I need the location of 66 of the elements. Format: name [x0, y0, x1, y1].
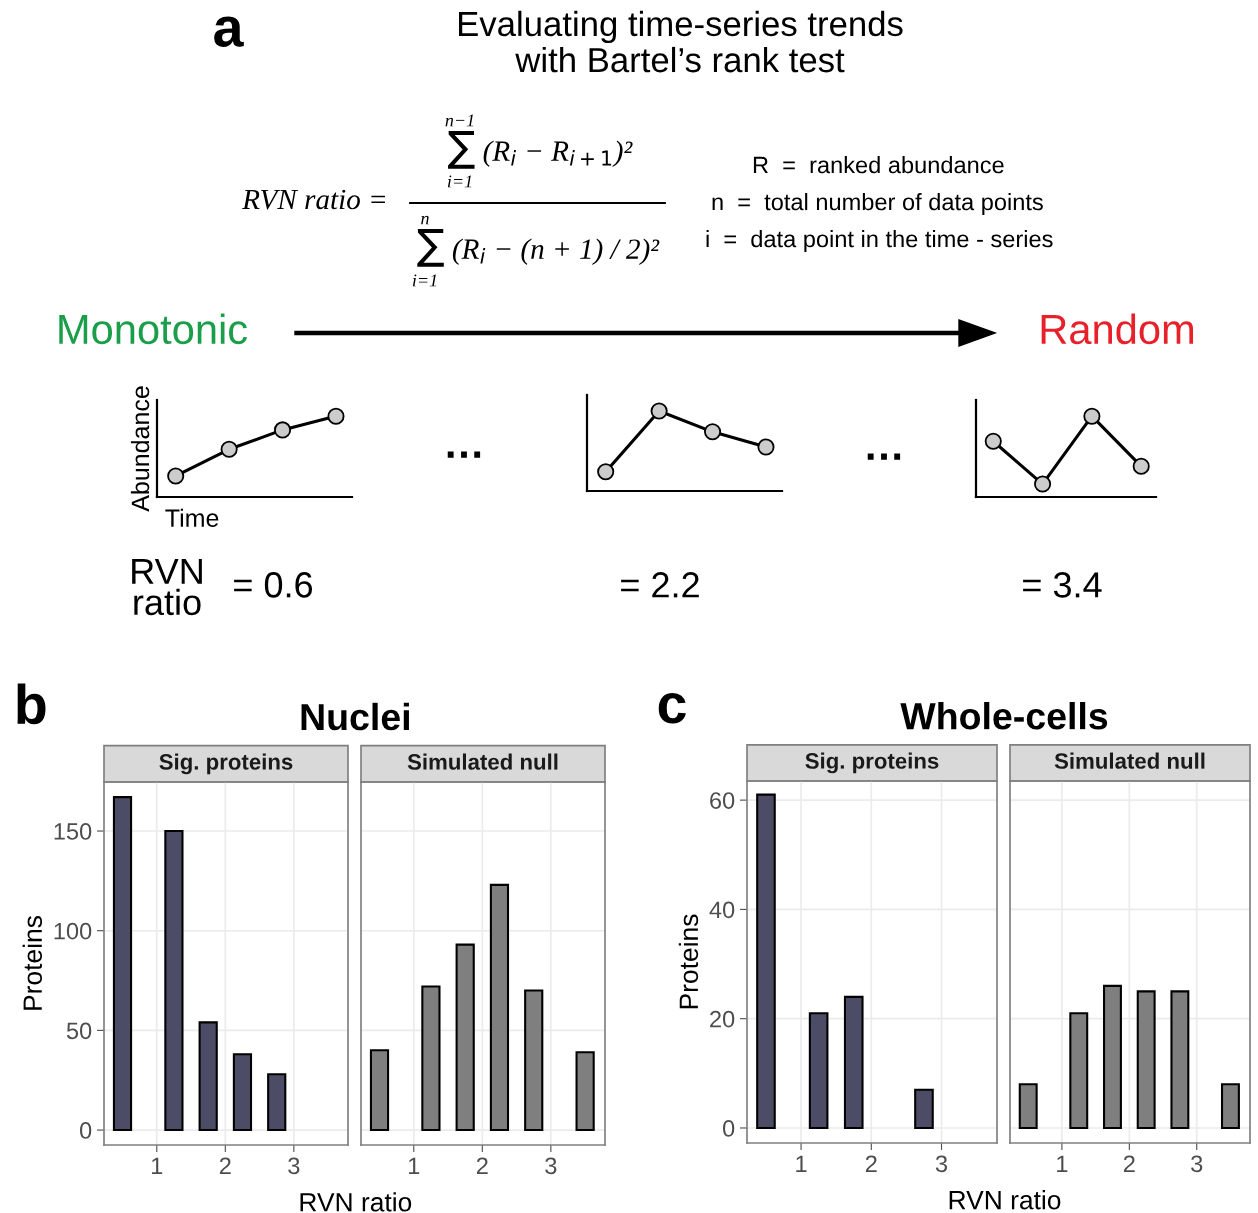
x-tick-label: 2: [1123, 1155, 1135, 1172]
text: a: [214, 16, 244, 47]
chart-subtitle: Sig. proteins: [805, 752, 939, 774]
point: [597, 463, 615, 481]
chart-title: Whole-cells: [900, 701, 1108, 730]
y-tick-label: 60: [710, 792, 735, 809]
point: [704, 423, 722, 441]
text: i=1: [412, 274, 437, 287]
text: i=1: [447, 175, 472, 188]
point: [274, 421, 292, 439]
point: [220, 440, 238, 458]
x-tick-label: 3: [288, 1157, 300, 1175]
chart-subtitle: Simulated null: [407, 753, 558, 770]
text: …: [447, 451, 481, 458]
text: = 0.6: [234, 572, 313, 598]
chart-subtitle: Sig. proteins: [159, 753, 293, 775]
x-axis-title: RVN ratio: [949, 1190, 1061, 1210]
point: [1083, 407, 1101, 425]
x-tick-label: 2: [865, 1155, 877, 1172]
y-tick-label: 40: [709, 901, 735, 919]
y-axis-title: Abundance: [130, 386, 150, 512]
text: n = total number of data points: [712, 193, 1043, 216]
y-axis-title: Proteins: [22, 916, 43, 1010]
text: …: [867, 453, 901, 460]
point: [650, 402, 668, 420]
chart-subtitle: Simulated null: [1054, 752, 1205, 769]
y-tick-label: 50: [66, 1022, 92, 1040]
y-tick-label: 20: [710, 1010, 735, 1028]
y-tick-label: 0: [79, 1122, 92, 1139]
y-axis-title: Proteins: [678, 914, 699, 1009]
text: n: [421, 215, 429, 225]
point: [984, 432, 1002, 450]
text: ∑ (R$_{i}$ − (n + 1) / 2)²: [417, 229, 660, 267]
point: [1132, 457, 1150, 475]
x-tick-label: 1: [409, 1157, 420, 1174]
text: i = data point in the time - series: [706, 230, 1053, 253]
x-tick-label: 1: [1057, 1155, 1068, 1172]
y-tick-label: 100: [54, 922, 92, 940]
point: [757, 438, 775, 456]
x-tick-label: 3: [545, 1157, 557, 1175]
x-axis-title: RVN ratio: [300, 1192, 412, 1212]
point: [327, 407, 345, 425]
x-tick-label: 3: [1191, 1155, 1203, 1173]
text: ∑ (R$_{i}$ − R$_{i+1}$)²: [448, 131, 633, 169]
x-tick-label: 3: [935, 1155, 948, 1173]
x-tick-label: 1: [152, 1157, 163, 1174]
text: RVN ratio: [132, 558, 202, 616]
chart-title: Nuclei: [301, 702, 409, 731]
text: Monotonic: [59, 313, 248, 345]
y-tick-label: 150: [54, 823, 92, 840]
y-tick-label: 0: [722, 1120, 735, 1137]
x-axis-title: Time: [165, 508, 219, 527]
x-tick-label: 1: [796, 1155, 807, 1172]
text: n−1: [445, 114, 474, 127]
x-tick-label: 2: [476, 1157, 488, 1174]
text: R = ranked abundance: [753, 156, 1004, 174]
text: Evaluating time-series trends with Bartel’s rank test: [459, 10, 903, 73]
point: [167, 467, 185, 485]
text: Random: [1041, 313, 1193, 345]
text: = 3.4: [1023, 572, 1102, 598]
text: = 2.2: [621, 572, 699, 598]
point: [1034, 475, 1052, 493]
text: b: [17, 683, 46, 725]
text: RVN ratio =: [242, 189, 385, 210]
x-tick-label: 2: [219, 1157, 231, 1174]
text: c: [658, 693, 686, 724]
